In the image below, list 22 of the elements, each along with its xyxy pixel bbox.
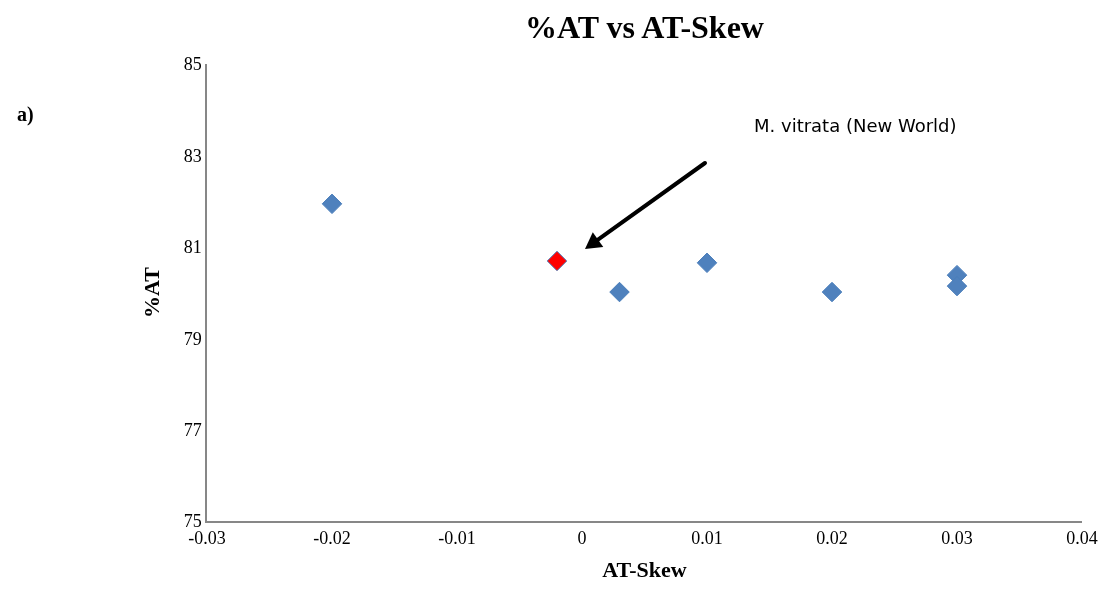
y-tick-label: 77 [183,419,202,440]
point [321,193,343,215]
chart-title: %AT vs AT-Skew [525,8,764,45]
x-tick-label: 0 [577,528,587,549]
point [696,252,718,274]
y-tick-label: 83 [183,145,202,166]
x-tick-label: 0.02 [816,528,848,549]
y-axis-title: %AT [138,266,164,318]
text: a) [17,103,34,126]
x-axis-title: AT-Skew [602,556,687,582]
x-tick-label: -0.01 [438,528,476,549]
x-tick-label: -0.02 [313,528,351,549]
annotation: M. vitrata (New World) [754,115,957,136]
y-tick-label: 81 [183,237,202,258]
point [821,281,843,303]
y-tick-label: 79 [183,328,202,349]
y-tick-label: 85 [183,54,202,75]
point [609,281,630,303]
x-tick-label: 0.01 [691,528,723,549]
point [546,250,568,272]
x-tick-label: 0.03 [941,528,973,549]
x-tick-label: 0.04 [1066,528,1098,549]
